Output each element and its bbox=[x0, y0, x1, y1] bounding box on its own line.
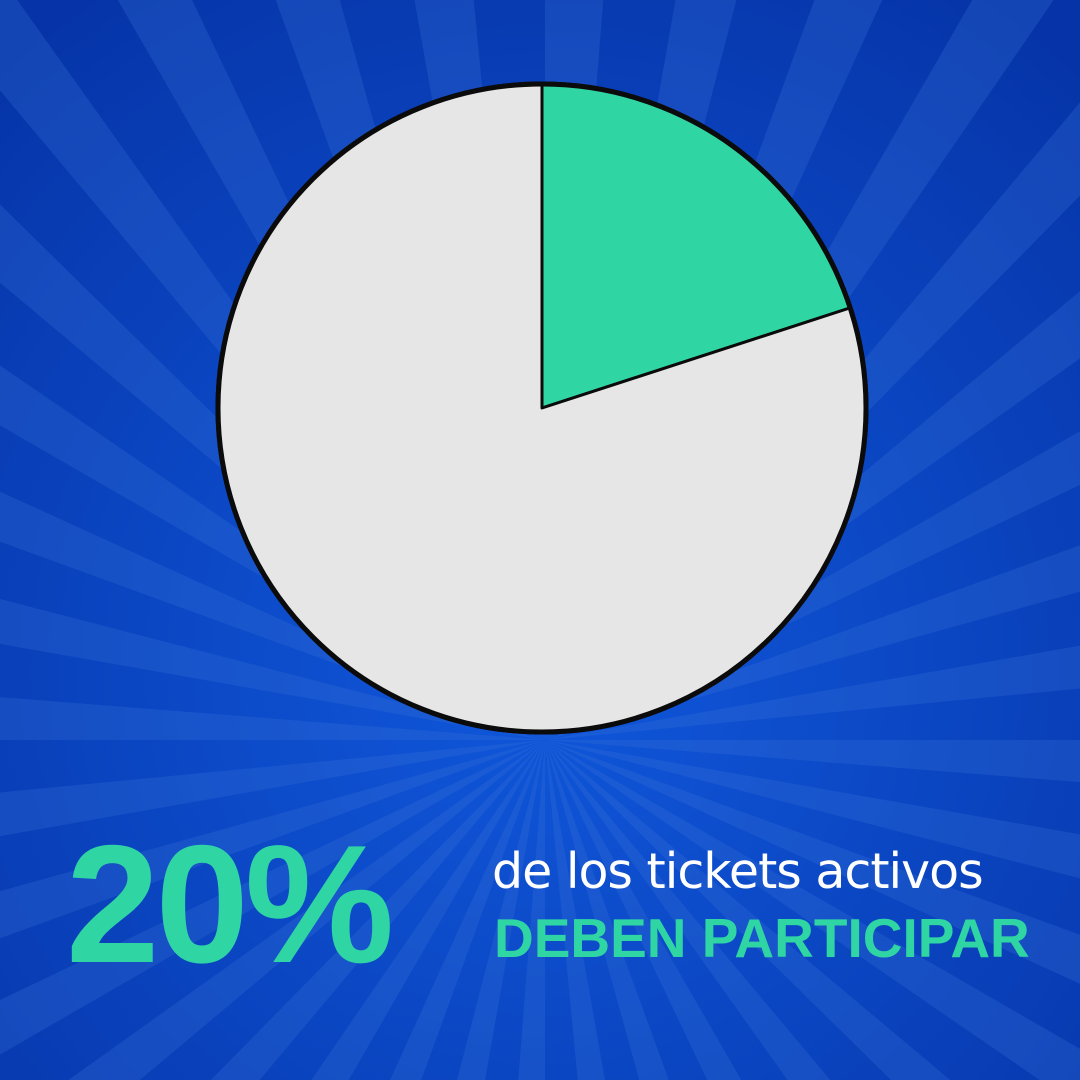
background-ray bbox=[545, 740, 1080, 1080]
background-ray bbox=[545, 740, 1080, 783]
background-ray bbox=[0, 740, 545, 1055]
percentage-label: 20% bbox=[66, 810, 394, 998]
background-ray bbox=[545, 645, 1080, 740]
background-ray bbox=[0, 740, 545, 837]
background-ray bbox=[545, 740, 742, 1080]
pie-outline bbox=[215, 81, 869, 735]
background-ray bbox=[545, 740, 1080, 879]
caption: 20% de los tickets activos DEBEN PARTICI… bbox=[0, 820, 1080, 1000]
background-ray bbox=[518, 740, 545, 1080]
background-ray bbox=[390, 740, 545, 1080]
background-ray bbox=[0, 697, 545, 740]
background-ray bbox=[457, 740, 545, 1080]
background-ray bbox=[545, 740, 831, 1080]
background-ray bbox=[545, 740, 1080, 984]
background-ray bbox=[311, 740, 545, 1080]
caption-line-1: de los tickets activos bbox=[492, 843, 984, 900]
background-ray bbox=[545, 740, 605, 1080]
caption-line-2: DEBEN PARTICIPAR bbox=[494, 907, 1030, 969]
